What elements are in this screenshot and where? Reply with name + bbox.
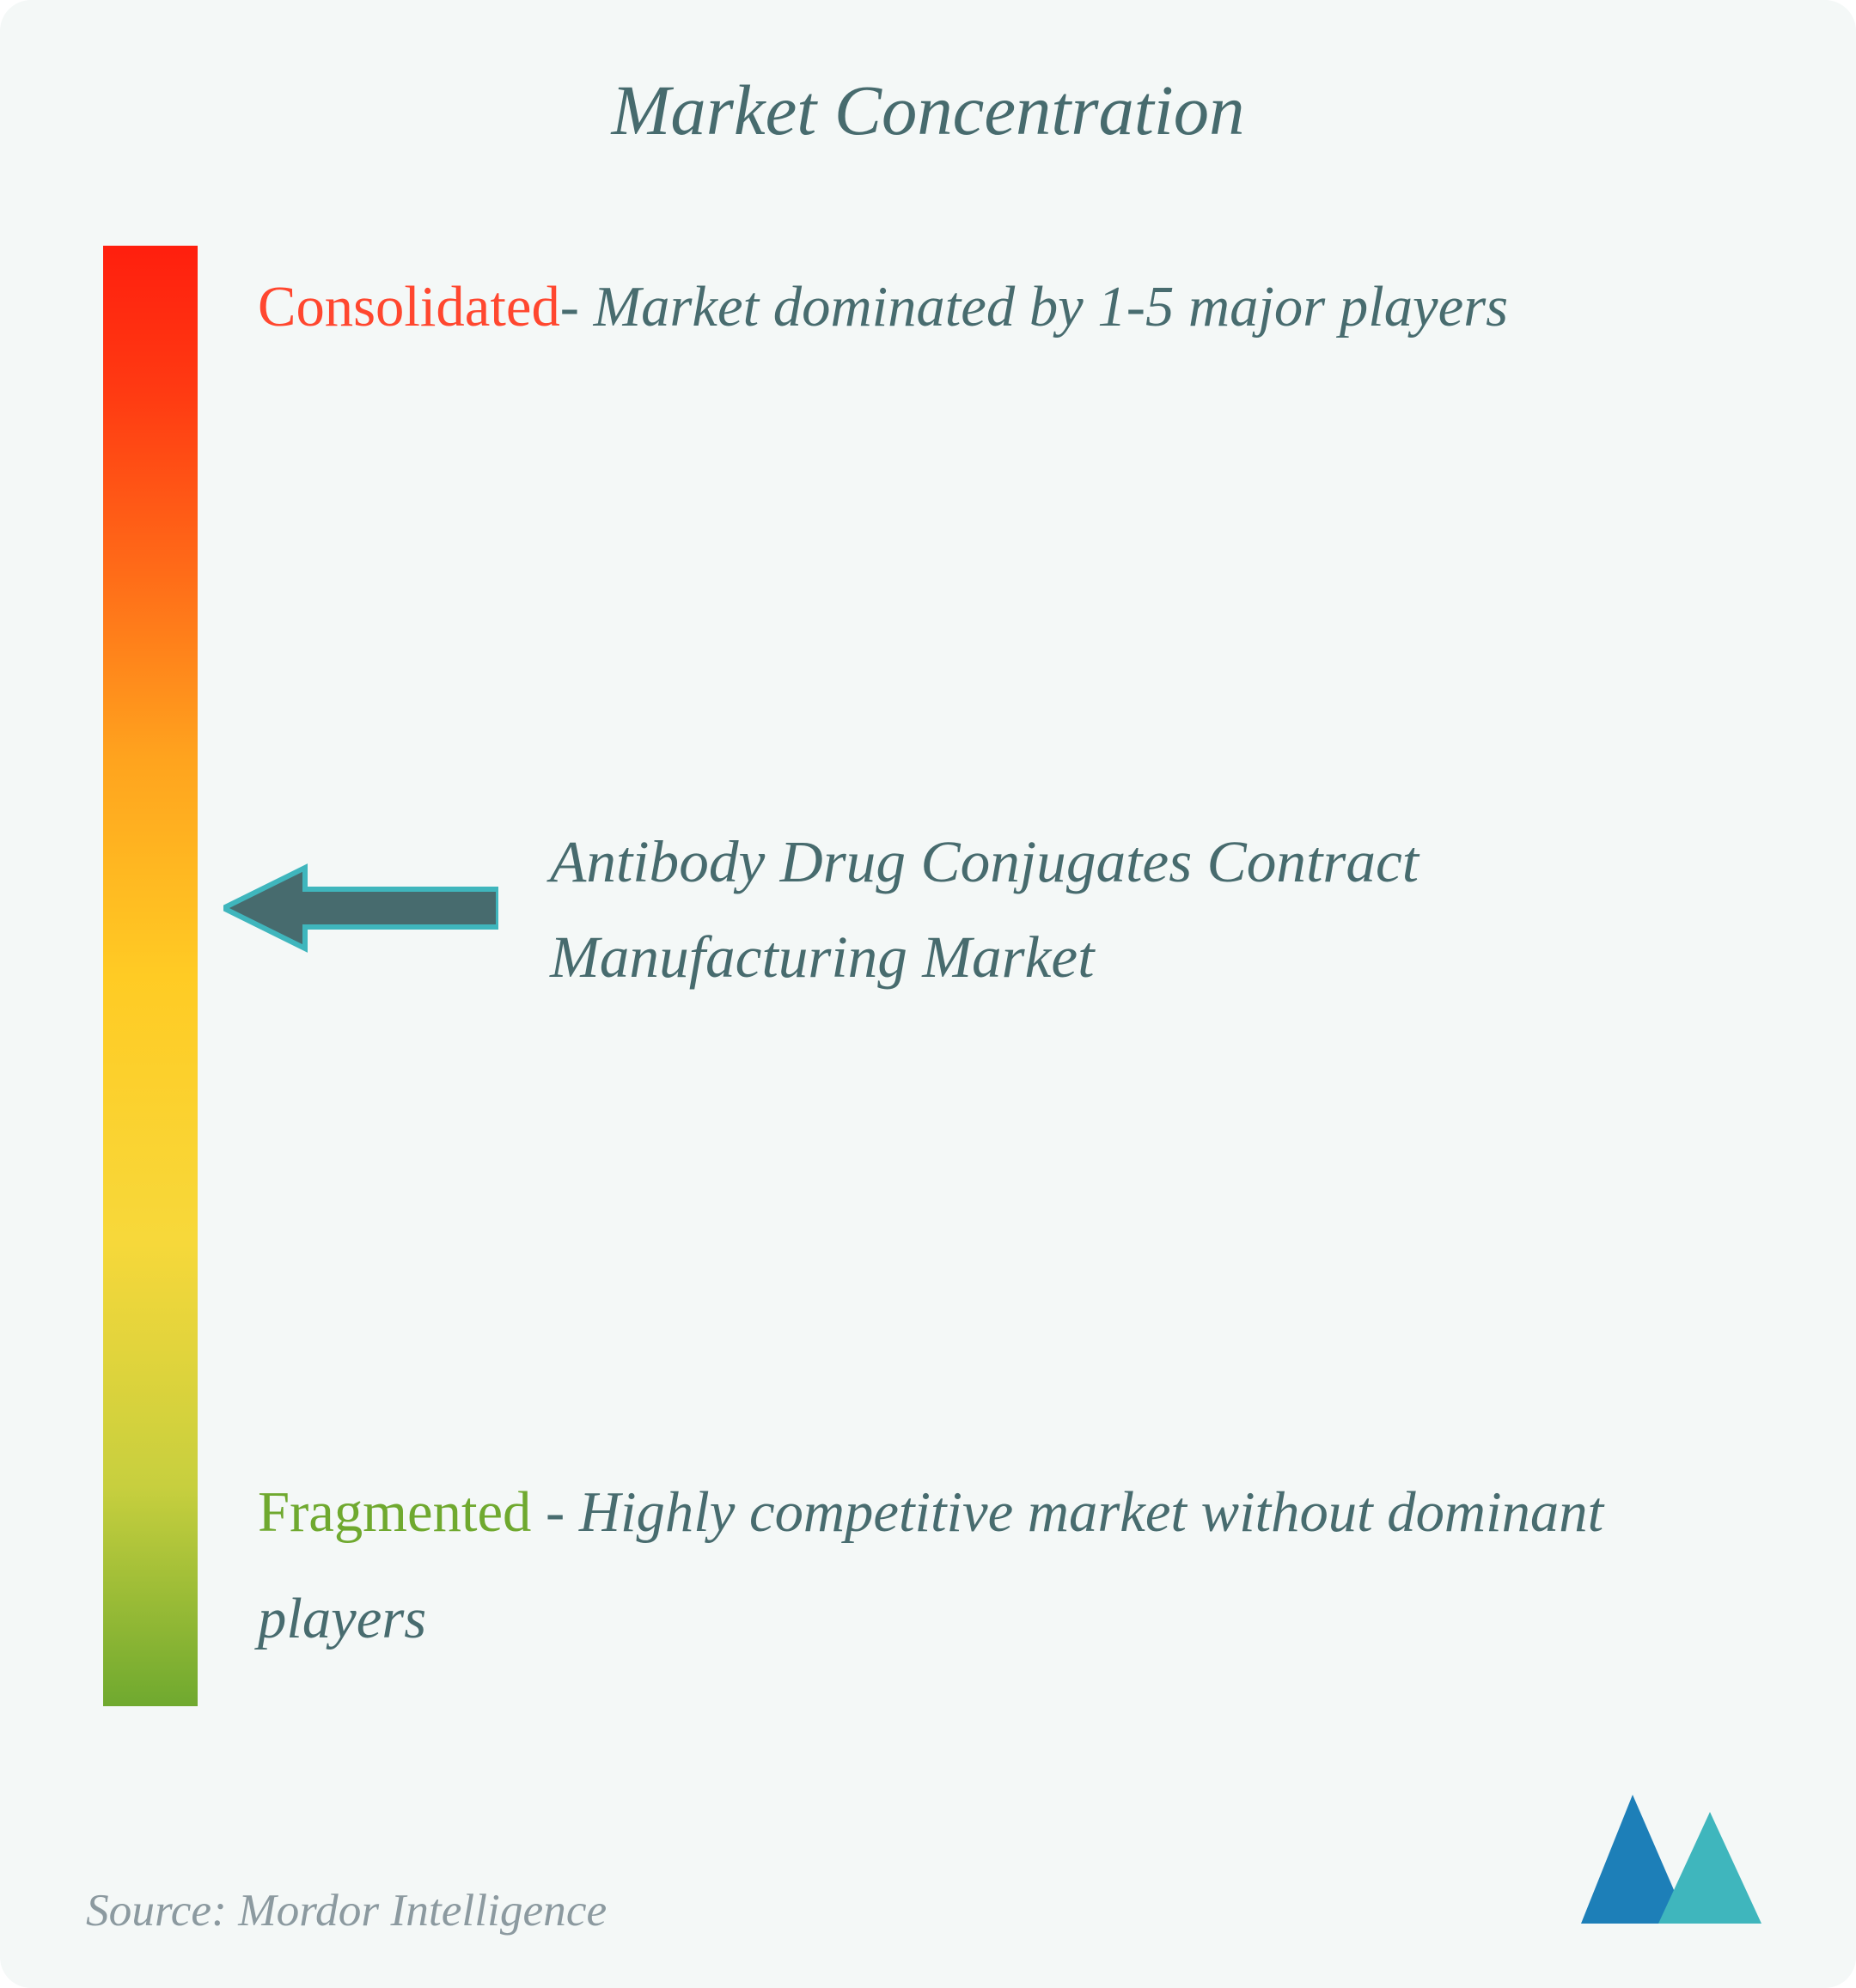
concentration-scale-bar bbox=[103, 246, 198, 1706]
fragmented-term: Fragmented bbox=[258, 1481, 531, 1544]
consolidated-label: Consolidated- Market dominated by 1-5 ma… bbox=[258, 254, 1770, 360]
consolidated-term: Consolidated bbox=[258, 276, 560, 338]
arrow-left-icon bbox=[223, 861, 498, 960]
market-marker-row: Antibody Drug Conjugates Contract Manufa… bbox=[223, 814, 1770, 1005]
mordor-logo-icon bbox=[1581, 1786, 1761, 1928]
consolidated-desc: - Market dominated by 1-5 major players bbox=[560, 276, 1508, 338]
body-area: Consolidated- Market dominated by 1-5 ma… bbox=[103, 246, 1770, 1706]
market-name-label: Antibody Drug Conjugates Contract Manufa… bbox=[550, 814, 1770, 1005]
source-attribution: Source: Mordor Intelligence bbox=[86, 1883, 607, 1936]
infographic-card: Market Concentration Consolidated- Marke… bbox=[0, 0, 1856, 1988]
fragmented-label: Fragmented - Highly competitive market w… bbox=[258, 1460, 1770, 1672]
labels-column: Consolidated- Market dominated by 1-5 ma… bbox=[198, 246, 1770, 1706]
chart-title: Market Concentration bbox=[86, 69, 1770, 151]
